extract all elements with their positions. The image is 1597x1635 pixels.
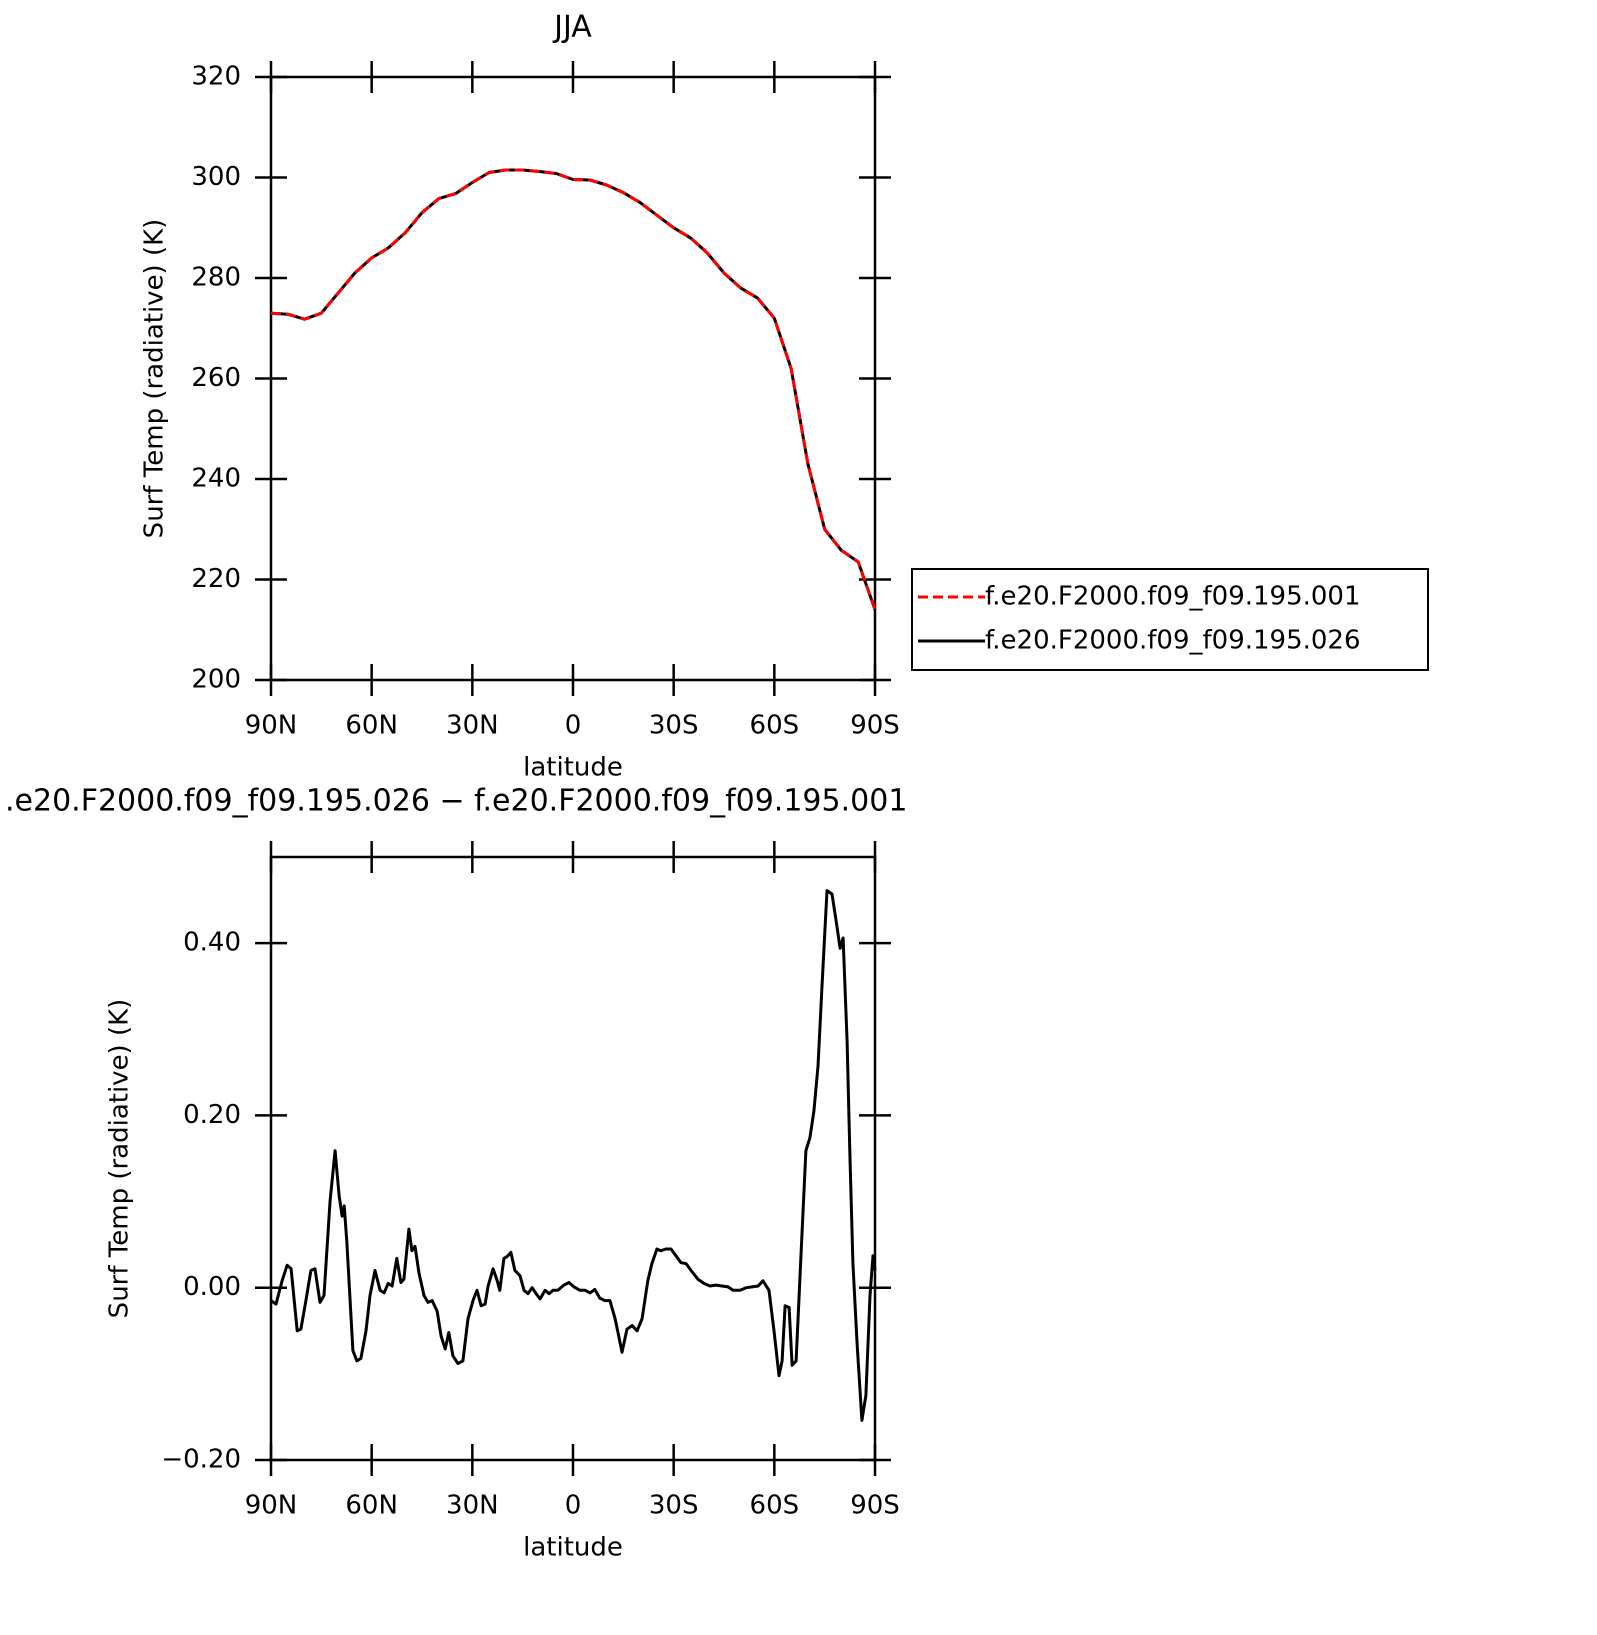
y-tick-label: 240 — [191, 464, 241, 494]
y-tick-label: 220 — [191, 564, 241, 594]
x-tick-label: 30N — [446, 711, 499, 741]
x-tick-label: 90S — [850, 1491, 900, 1521]
y-axis-label: Surf Temp (radiative) (K) — [140, 219, 170, 539]
x-tick-label: 0 — [565, 711, 582, 741]
x-tick-label: 90N — [245, 1491, 298, 1521]
legend-label: f.e20.F2000.f09_f09.195.001 — [985, 582, 1361, 612]
x-tick-label: 30S — [649, 1491, 699, 1521]
x-axis-label: latitude — [523, 1533, 623, 1563]
legend-box — [911, 568, 1429, 671]
data-line — [270, 889, 877, 1422]
chart-title: .e20.F2000.f09_f09.195.026 − f.e20.F2000… — [5, 784, 907, 819]
data-line — [270, 168, 877, 611]
y-tick-label: 0.00 — [183, 1272, 241, 1302]
x-tick-label: 90S — [850, 711, 900, 741]
plot-frame — [269, 855, 877, 1462]
x-tick-label: 60S — [750, 1491, 800, 1521]
y-tick-label: 200 — [191, 665, 241, 695]
x-tick-label: 30S — [649, 711, 699, 741]
y-tick-label: −0.20 — [161, 1445, 241, 1475]
x-axis-label: latitude — [523, 753, 623, 783]
x-tick-label: 30N — [446, 1491, 499, 1521]
legend-label: f.e20.F2000.f09_f09.195.026 — [985, 626, 1361, 656]
y-tick-label: 260 — [191, 363, 241, 393]
chart-title: JJA — [552, 10, 592, 45]
x-tick-label: 0 — [565, 1491, 582, 1521]
x-tick-label: 60S — [750, 711, 800, 741]
y-tick-label: 0.40 — [183, 928, 241, 958]
y-tick-label: 280 — [191, 263, 241, 293]
x-tick-label: 90N — [245, 711, 298, 741]
x-tick-label: 60N — [345, 1491, 398, 1521]
y-tick-label: 320 — [191, 62, 241, 92]
plot-frame — [269, 75, 877, 682]
y-tick-label: 300 — [191, 162, 241, 192]
x-tick-label: 60N — [345, 711, 398, 741]
data-line — [270, 168, 877, 611]
y-tick-label: 0.20 — [183, 1100, 241, 1130]
y-axis-label: Surf Temp (radiative) (K) — [105, 999, 135, 1319]
